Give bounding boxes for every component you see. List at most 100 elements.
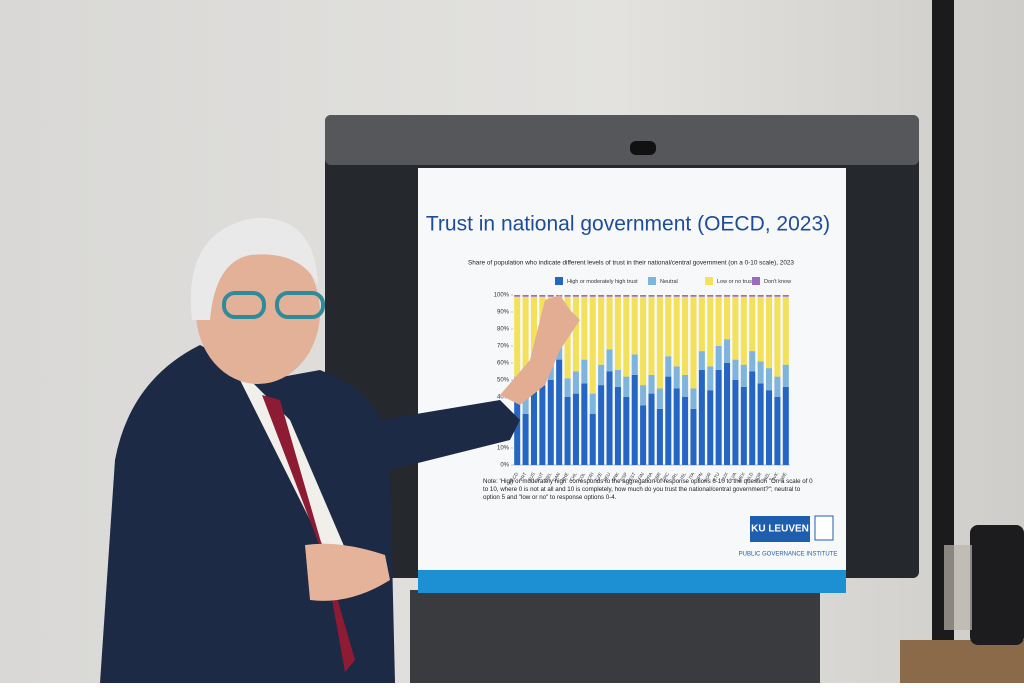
legend-swatch	[752, 277, 760, 285]
bar-segment	[665, 356, 672, 377]
hair	[190, 217, 318, 320]
bar-segment	[732, 380, 739, 465]
bar-segment	[765, 390, 773, 465]
bar-segment	[757, 295, 764, 297]
logo-text: KU LEUVEN	[751, 524, 809, 535]
bar-segment	[581, 359, 588, 384]
bar-segment	[648, 393, 655, 465]
bar-segment	[581, 383, 588, 465]
x-tick-label: LUX	[720, 472, 729, 482]
hand-left	[305, 543, 390, 601]
bar-segment	[648, 296, 655, 375]
bar-segment	[724, 363, 731, 465]
bar-segment	[539, 295, 546, 297]
logo-icon	[814, 515, 834, 541]
bar-segment	[757, 383, 764, 465]
bar-segment	[623, 376, 630, 397]
screen-top	[325, 115, 919, 165]
bar-segment	[682, 296, 689, 375]
bar-segment	[774, 397, 781, 465]
x-tick-label: BEL	[544, 471, 553, 481]
x-tick-label: CHL	[569, 471, 578, 482]
bar-segment	[740, 296, 747, 365]
bar-segment	[514, 296, 521, 377]
bar-segment	[782, 364, 789, 387]
bar-segment	[589, 295, 596, 297]
bar-segment	[690, 296, 697, 389]
x-tick-label: NOR	[753, 471, 763, 483]
bar-segment	[522, 393, 529, 414]
bar-segment	[665, 376, 672, 465]
bar-segment	[715, 295, 722, 297]
bar-segment	[724, 296, 731, 340]
bar-segment	[572, 371, 579, 394]
bar-segment	[724, 295, 731, 297]
bar-segment	[564, 295, 571, 297]
x-tick-label: KOR	[703, 471, 713, 483]
x-tick-label: JPN	[695, 472, 704, 482]
bar-segment	[749, 296, 756, 352]
presenter	[100, 217, 580, 683]
bar-segment	[656, 296, 663, 389]
x-tick-label: DEU	[602, 472, 611, 483]
bar-segment	[530, 295, 538, 297]
bar-segment	[614, 296, 621, 370]
x-tick-label: DNK	[611, 471, 621, 483]
bar-segment	[707, 366, 714, 391]
bar-segment	[614, 295, 621, 297]
bar-segment	[631, 296, 638, 355]
bar-segment	[640, 385, 647, 406]
bar-segment	[682, 374, 689, 397]
logo-box	[750, 516, 810, 542]
bar-segment	[530, 296, 538, 367]
x-tick-label: CZE	[594, 472, 603, 482]
bar-segment	[640, 296, 647, 386]
legend-swatch	[555, 277, 563, 285]
bar-segment	[547, 380, 554, 465]
bar-segment	[732, 296, 739, 360]
bar-segment	[556, 359, 563, 465]
bar-segment	[774, 296, 781, 377]
bar-segment	[698, 296, 705, 352]
x-tick-label: GRC	[661, 471, 671, 483]
y-tick-label: 50%	[497, 378, 510, 384]
note-box: Note: 'High or moderately high' correspo…	[483, 478, 813, 501]
bar-segment	[589, 393, 596, 414]
bar-segment	[665, 296, 672, 357]
bar-segment	[774, 295, 781, 297]
bar-segment	[648, 374, 655, 394]
y-tick-label: 80%	[497, 327, 510, 333]
chart-note: Note: 'High or moderately high' correspo…	[483, 478, 813, 501]
x-tick-label: LTU	[712, 472, 721, 482]
face	[196, 240, 320, 384]
x-tick-label: CHE	[560, 472, 569, 483]
bar-segment	[631, 295, 638, 297]
x-tick-label: CAN	[552, 472, 561, 483]
bar-segment	[782, 386, 789, 465]
x-tick-label: CRI	[586, 472, 594, 481]
legend-label: High or moderately high trust	[567, 279, 638, 285]
bar-segment	[564, 397, 571, 465]
bar-segment	[740, 364, 747, 387]
bar-segment	[522, 295, 529, 297]
bar-segment	[530, 383, 538, 465]
bar-segment	[715, 346, 722, 370]
coffee-machine	[970, 525, 1024, 645]
tie	[262, 395, 355, 672]
bar-segment	[682, 397, 689, 465]
bar-segment	[732, 295, 739, 297]
bar-segment	[598, 295, 605, 297]
bar-segment	[606, 371, 613, 465]
x-tick-label: SVK	[770, 471, 779, 482]
bar-segment	[782, 295, 789, 297]
x-tick-label: ITA	[688, 471, 696, 480]
camera	[630, 141, 656, 155]
glasses	[275, 291, 325, 319]
bar-segment	[623, 295, 630, 297]
x-tick-label: ISL	[679, 471, 687, 480]
bar-segment	[656, 295, 663, 297]
bar-segment	[698, 369, 705, 465]
y-tick-label: 100%	[494, 293, 510, 299]
x-tick-label: AUS	[527, 472, 536, 483]
